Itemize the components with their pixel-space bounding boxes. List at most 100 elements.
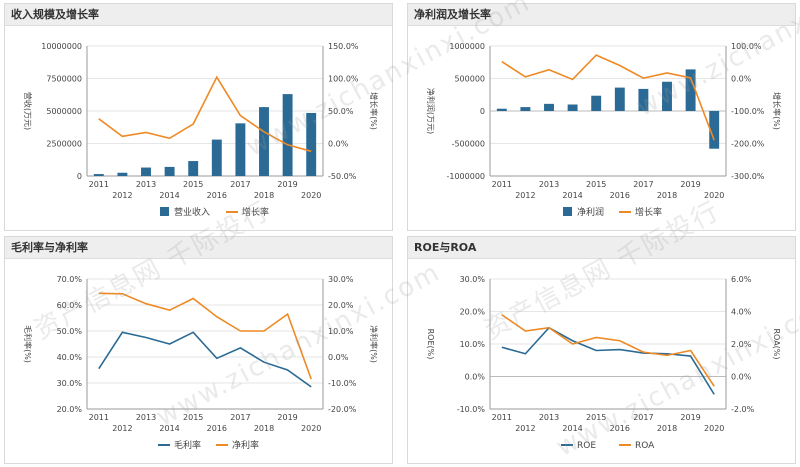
x-tick-label: 2019 (277, 180, 297, 189)
y-axis-title: 净利润(万元) (426, 88, 436, 134)
y-tick-label: 30.0% (460, 275, 486, 284)
x-tick-label: 2011 (492, 413, 512, 422)
y-tick-label: 0 (77, 172, 82, 181)
bar (614, 87, 625, 111)
series-line (98, 331, 312, 388)
x-tick-label: 2015 (586, 180, 606, 189)
x-tick-label: 2016 (207, 424, 227, 433)
x-tick-label: 2019 (277, 413, 297, 422)
y2-tick-label: 0.0% (328, 353, 349, 362)
y-tick-label: -10.0% (457, 405, 486, 414)
y-tick-label: 50.0% (57, 327, 83, 336)
x-tick-label: 2013 (539, 180, 559, 189)
y2-tick-label: -100.0% (731, 107, 765, 116)
y-tick-label: 40.0% (57, 353, 83, 362)
y2-tick-label: 0.0% (731, 373, 752, 382)
y-tick-label: 20.0% (460, 308, 486, 317)
y2-tick-label: -300.0% (731, 172, 765, 181)
x-tick-label: 2016 (610, 424, 630, 433)
panel-margins: 毛利率与净利率 20.0% 30.0% 40.0% 50.0% 60.0% 70.0% -2… (4, 236, 393, 464)
x-tick-label: 2015 (586, 413, 606, 422)
y-tick-label: 1000000 (449, 42, 485, 51)
y-tick-label: -500000 (452, 140, 485, 149)
legend-label: 营业收入 (174, 206, 210, 218)
y-tick-label: 10.0% (460, 340, 486, 349)
x-tick-label: 2011 (89, 180, 109, 189)
legend-label: 净利率 (232, 439, 259, 451)
bar (306, 112, 317, 176)
x-tick-label: 2016 (207, 191, 227, 200)
panel-title: 毛利率与净利率 (5, 237, 392, 259)
y-tick-label: -1000000 (446, 172, 485, 181)
revenue-chart: 0 2500000 5000000 7500000 10000000 -50.0% 0.0%… (23, 42, 379, 218)
y-axis-title: ROE(%) (426, 329, 435, 360)
y-axis-title: 毛利率(%) (23, 325, 33, 363)
y-tick-label: 0 (480, 107, 485, 116)
x-tick-label: 2015 (183, 180, 203, 189)
legend-label: 净利润 (577, 206, 604, 218)
bar (638, 88, 649, 111)
bar (164, 166, 175, 176)
series-line (501, 314, 715, 387)
y-tick-label: 30.0% (57, 379, 83, 388)
y2-axis-title: 净利率(%) (369, 325, 379, 363)
y-tick-label: 7500000 (46, 75, 82, 84)
y2-tick-label: -200.0% (731, 140, 765, 149)
series-line (98, 292, 312, 380)
x-tick-label: 2015 (183, 413, 203, 422)
x-tick-label: 2012 (515, 191, 535, 200)
series-line (98, 75, 312, 153)
roe-roa-chart: -10.0% 0.0% 10.0% 20.0% 30.0% -2.0% 0.0% 2.0% 4.… (426, 275, 781, 451)
y2-axis-title: 增长率(%) (369, 92, 379, 130)
bar (544, 103, 554, 111)
legend-label: ROA (635, 441, 655, 451)
x-tick-label: 2011 (89, 413, 109, 422)
bar (662, 81, 672, 111)
panel-title: 净利润及增长率 (408, 4, 795, 26)
y2-tick-label: 0.0% (328, 140, 349, 149)
x-tick-label: 2013 (136, 413, 156, 422)
legend-swatch (160, 207, 169, 216)
y2-tick-label: -10.0% (328, 379, 357, 388)
x-tick-label: 2018 (657, 424, 677, 433)
x-tick-label: 2013 (539, 413, 559, 422)
bar (117, 172, 128, 176)
x-tick-label: 2017 (633, 413, 653, 422)
bar (141, 167, 151, 176)
bar (496, 108, 507, 111)
legend-swatch (563, 207, 572, 216)
x-tick-label: 2014 (562, 424, 582, 433)
x-tick-label: 2014 (159, 424, 179, 433)
series-line (501, 326, 715, 395)
x-tick-label: 2019 (680, 180, 700, 189)
net-profit-chart: -1000000 -500000 0 500000 1000000 -300.0% -200… (426, 42, 782, 218)
x-tick-label: 2014 (159, 191, 179, 200)
x-tick-label: 2020 (704, 191, 724, 200)
panel-roe-roa: ROE与ROA -10.0% 0.0% 10.0% 20.0% 30.0% -2.0% 0.… (407, 236, 796, 464)
y2-tick-label: 100.0% (328, 75, 359, 84)
x-tick-label: 2020 (301, 191, 321, 200)
x-tick-label: 2013 (136, 180, 156, 189)
y2-tick-label: 2.0% (731, 340, 752, 349)
y2-tick-label: 0.0% (731, 75, 752, 84)
bar (709, 111, 720, 149)
bar (259, 107, 269, 176)
y2-tick-label: 4.0% (731, 308, 752, 317)
bar (188, 161, 199, 176)
x-tick-label: 2012 (112, 191, 132, 200)
y2-axis-title: 增长率(%) (772, 92, 782, 130)
legend-label: 毛利率 (174, 439, 201, 451)
legend-label: ROE (577, 441, 596, 451)
y2-tick-label: 30.0% (328, 275, 354, 284)
y-tick-label: 70.0% (57, 275, 83, 284)
y2-tick-label: 6.0% (731, 275, 752, 284)
y2-axis-title: ROA(%) (772, 328, 781, 359)
y-tick-label: 0.0% (465, 373, 486, 382)
y2-tick-label: 10.0% (328, 327, 354, 336)
y2-tick-label: 20.0% (328, 301, 354, 310)
y-tick-label: 500000 (454, 75, 485, 84)
bar (685, 69, 696, 111)
y-tick-label: 20.0% (57, 405, 83, 414)
x-tick-label: 2018 (254, 424, 274, 433)
bar (235, 123, 246, 176)
